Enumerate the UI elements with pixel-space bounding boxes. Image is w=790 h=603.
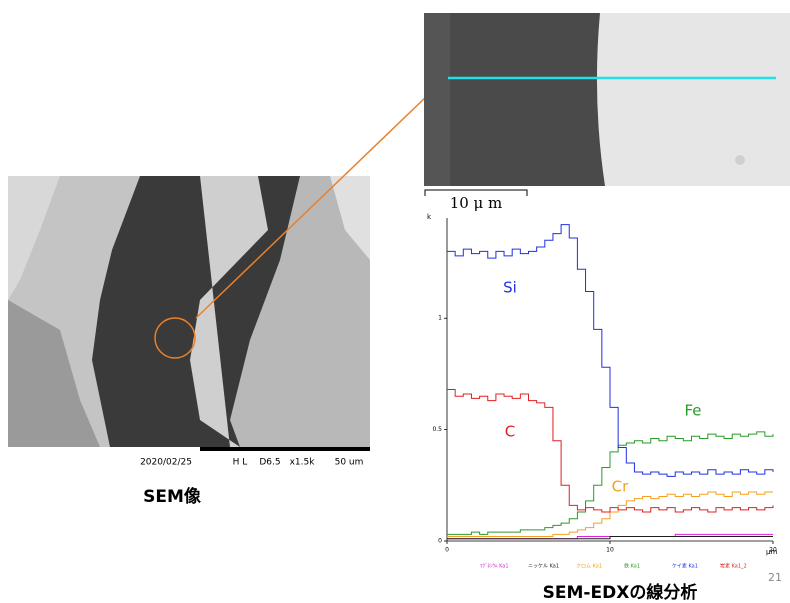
y-tick-label: 1 (438, 315, 442, 322)
series-annotation: Fe (684, 402, 701, 420)
y-axis-label: k (427, 213, 432, 221)
x-tick-label: 10 (606, 547, 614, 554)
legend-entry: ケイ素 Ka1 (672, 563, 698, 570)
sem-image (8, 89, 434, 451)
x-tick-label: 0 (445, 547, 449, 554)
legend-entry: 鉄 Ka1 (624, 563, 640, 570)
page-number: 21 (768, 571, 782, 584)
sem-scale: 50 um (335, 458, 364, 468)
slide-title: SEM-EDXの線分析 (543, 582, 698, 603)
data-line (447, 492, 773, 537)
slide: 2020/02/25 H L D6.5 x1.5k 50 um SEM像 10 … (0, 0, 790, 603)
series-annotation: C (505, 423, 515, 441)
sem-distance: D6.5 (259, 458, 280, 468)
zoom-image (424, 13, 790, 196)
legend-entry: 炭素 Ka1_2 (720, 563, 747, 570)
sem-date: 2020/02/25 (140, 458, 192, 468)
x-tick-label: 20 (769, 547, 777, 554)
y-tick-label: 0 (438, 538, 442, 545)
legend-entry: ﾏｸﾞﾈｼｳﾑ Ka1 (480, 563, 509, 570)
series-annotation: Si (503, 279, 517, 297)
series-annotation: Cr (612, 478, 629, 496)
legend-entry: ニッケル Ka1 (528, 563, 559, 570)
legend-entry: クロム Ka1 (576, 564, 602, 570)
sem-caption: SEM像 (143, 487, 202, 507)
zoom-scale: 10 μ m (450, 194, 503, 212)
page: 2020/02/25 H L D6.5 x1.5k 50 um SEM像 10 … (0, 0, 790, 603)
sem-mode: H L (233, 458, 248, 468)
y-tick-label: 0.5 (432, 426, 442, 433)
data-line (447, 390, 773, 513)
sem-magnification: x1.5k (290, 458, 316, 468)
